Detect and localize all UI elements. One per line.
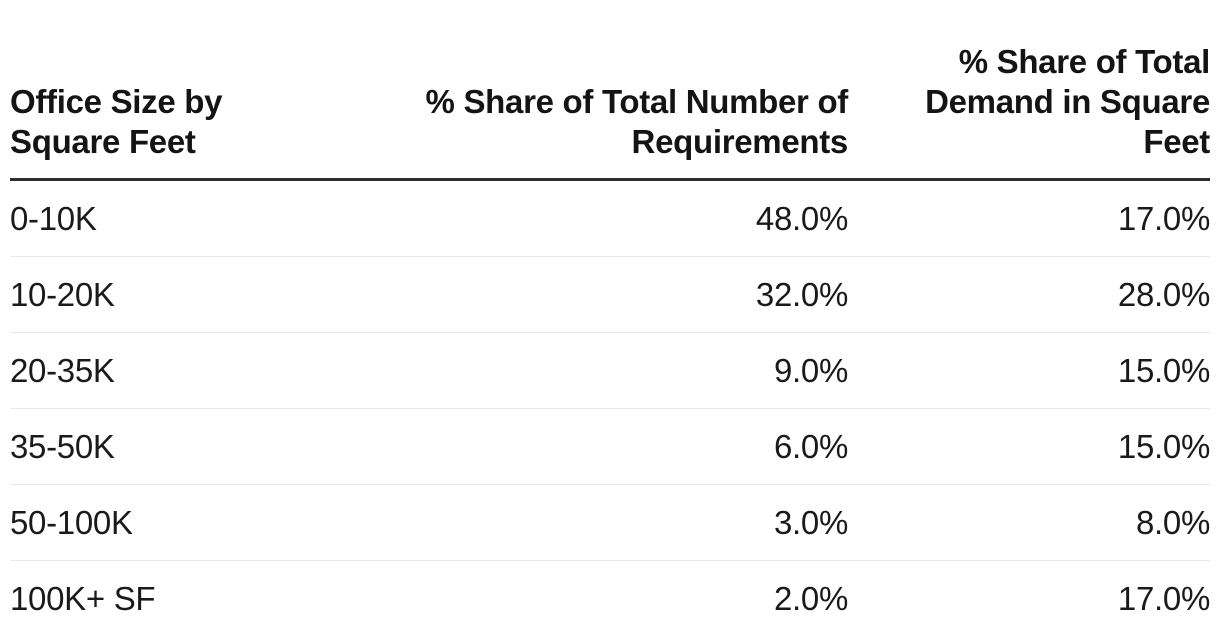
table-row: 0-10K 48.0% 17.0% [10,180,1210,257]
cell-requirements-share: 48.0% [755,199,848,237]
table-row: 50-100K 3.0% 8.0% [10,485,1210,561]
table-row: 35-50K 6.0% 15.0% [10,409,1210,485]
cell-demand-share: 15.0% [1117,427,1210,465]
col-header-office-size: Office Size by Square Feet [10,83,223,160]
header-row: Office Size by Square Feet % Share of To… [10,0,1210,180]
cell-demand-share: 8.0% [1135,503,1210,541]
col-header-demand-share: % Share of Total Demand in Square Feet [925,43,1210,160]
cell-demand-share: 17.0% [1117,579,1210,617]
table-row: 100K+ SF 2.0% 17.0% [10,561,1210,637]
table-body: 0-10K 48.0% 17.0% 10-20K 32.0% 28.0% 20-… [10,180,1210,637]
cell-office-size: 35-50K [10,427,115,465]
cell-office-size: 0-10K [10,199,97,237]
cell-demand-share: 28.0% [1117,275,1210,313]
cell-office-size: 20-35K [10,351,115,389]
table-row: 10-20K 32.0% 28.0% [10,257,1210,333]
cell-requirements-share: 9.0% [773,351,848,389]
cell-requirements-share: 2.0% [773,579,848,617]
cell-requirements-share: 6.0% [773,427,848,465]
cell-demand-share: 17.0% [1117,199,1210,237]
cell-office-size: 50-100K [10,503,133,541]
table-header: Office Size by Square Feet % Share of To… [10,0,1210,180]
col-header-requirements-share: % Share of Total Number of Requirements [425,83,849,160]
table-row: 20-35K 9.0% 15.0% [10,333,1210,409]
cell-demand-share: 15.0% [1117,351,1210,389]
office-demand-table: Office Size by Square Feet % Share of To… [10,0,1210,636]
cell-office-size: 100K+ SF [10,579,156,617]
cell-requirements-share: 3.0% [773,503,848,541]
cell-office-size: 10-20K [10,275,115,313]
cell-requirements-share: 32.0% [755,275,848,313]
